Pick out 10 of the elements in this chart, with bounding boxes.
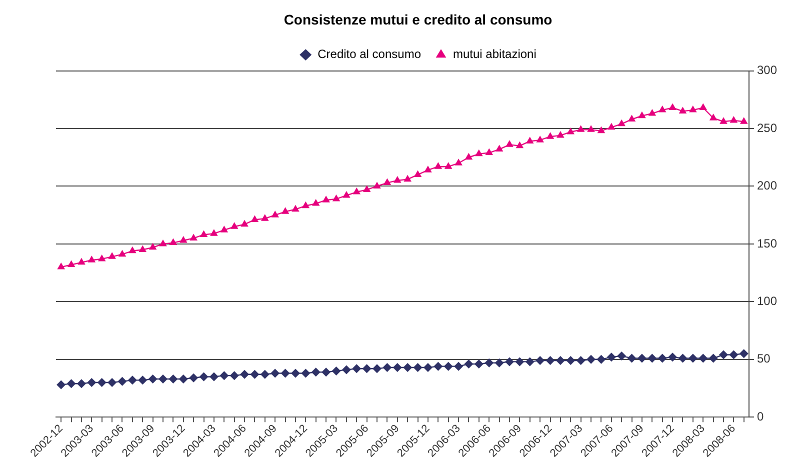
- legend-label: Credito al consumo: [318, 47, 422, 62]
- y-tick-label: 0: [756, 409, 764, 424]
- y-tick-label: 300: [756, 63, 778, 78]
- chart-title: Consistenze mutui e credito al consumo: [284, 11, 552, 28]
- y-tick-label: 200: [756, 178, 778, 193]
- y-tick-label: 100: [756, 294, 778, 308]
- legend-label: mutui abitazioni: [453, 47, 536, 62]
- y-tick-label: 250: [756, 120, 778, 135]
- y-tick-label: 150: [756, 236, 778, 250]
- y-tick-label: 50: [756, 352, 771, 366]
